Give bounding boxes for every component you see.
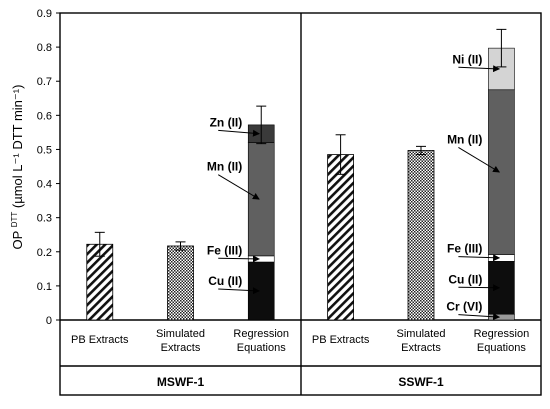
category-label: Regression — [233, 328, 289, 340]
annotation-label: Fe (III) — [447, 242, 482, 256]
annotation-label: Fe (III) — [207, 243, 242, 257]
y-tick-label: 0.7 — [37, 76, 52, 88]
panel-name: SSWF-1 — [398, 375, 444, 389]
y-tick-label: 0.9 — [37, 8, 52, 20]
category-label: Equations — [477, 342, 526, 354]
bar-simulated-extracts — [408, 150, 434, 320]
y-tick-label: 0.2 — [37, 247, 52, 259]
category-label: PB Extracts — [71, 334, 129, 346]
bar-pb-extracts — [328, 155, 354, 320]
annotation-label: Mn (II) — [207, 160, 242, 174]
panel-name: MSWF-1 — [157, 375, 205, 389]
y-tick-label: 0.4 — [37, 179, 52, 191]
bar-segment-mn-ii — [248, 143, 274, 256]
y-axis-label-main: OP — [10, 227, 25, 249]
annotation-label: Cu (II) — [208, 274, 242, 288]
category-label: Equations — [237, 342, 286, 354]
category-label: Regression — [474, 328, 530, 340]
annotation-label: Zn (II) — [210, 115, 243, 129]
annotation-arrow — [218, 258, 259, 259]
y-tick-label: 0.3 — [37, 213, 52, 225]
y-axis-label-units: (µmol L⁻¹ DTT min⁻¹) — [10, 85, 25, 212]
y-axis-label: OP DTT (µmol L⁻¹ DTT min⁻¹) — [10, 85, 25, 250]
category-label: Extracts — [161, 342, 201, 354]
y-tick-label: 0.1 — [37, 281, 52, 293]
category-label: Simulated — [156, 328, 205, 340]
bar-segment-mn-ii — [488, 90, 514, 255]
category-label: Simulated — [397, 328, 446, 340]
annotation-label: Ni (II) — [452, 52, 482, 66]
category-label: Extracts — [401, 342, 441, 354]
bar-simulated-extracts — [168, 246, 194, 320]
annotation-label: Cu (II) — [448, 272, 482, 286]
y-tick-label: 0.5 — [37, 144, 52, 156]
y-tick-label: 0.6 — [37, 110, 52, 122]
annotation-label: Cr (VI) — [446, 300, 482, 314]
annotation-label: Mn (II) — [447, 132, 482, 146]
y-axis-label-superscript: DTT — [10, 212, 19, 228]
y-tick-label: 0 — [46, 315, 52, 327]
y-tick-label: 0.8 — [37, 42, 52, 54]
category-label: PB Extracts — [312, 334, 370, 346]
